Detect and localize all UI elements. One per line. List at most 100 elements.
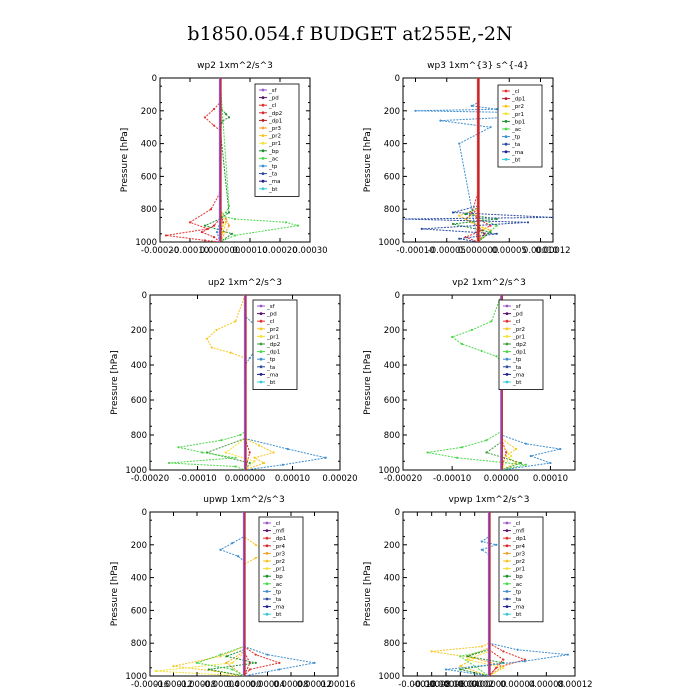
series-point	[480, 645, 483, 648]
y-axis-label: Pressure [hPa]	[110, 350, 120, 415]
series-point	[549, 461, 552, 465]
legend-marker	[261, 187, 265, 191]
series-point	[566, 653, 569, 656]
panels: wp2 1xm^2/s^302004006008001000-0.00020-0…	[110, 61, 593, 690]
x-tick-label: -0.00008	[413, 680, 451, 690]
series-point	[489, 126, 492, 129]
x-tick-label: -0.00005	[428, 246, 466, 256]
x-tick-label: -0.00020	[384, 474, 422, 484]
series-point	[164, 234, 168, 237]
series-point	[195, 661, 199, 664]
y-tick-label: 1000	[125, 672, 147, 682]
legend-entry: _pd	[266, 312, 277, 318]
y-tick-label: 400	[131, 574, 147, 584]
series-point	[523, 660, 526, 663]
y-tick-label: 600	[384, 606, 400, 616]
legend-marker	[265, 597, 269, 601]
series-line-pr1	[224, 295, 256, 470]
series-point	[485, 439, 488, 442]
series-point	[459, 668, 462, 671]
series-line-bp	[460, 512, 504, 676]
series-point	[207, 668, 210, 671]
legend-entry: _ta	[272, 597, 281, 603]
series-point	[495, 543, 498, 546]
legend-marker	[261, 126, 265, 130]
series-point	[231, 542, 234, 545]
series-point	[505, 451, 508, 454]
y-tick-label: 200	[141, 107, 157, 117]
legend: _cl _dp1_pr2 _pr1_bp1 _ac _tp_ta _ma_bt	[497, 84, 543, 168]
series-point	[480, 540, 483, 543]
series-point	[224, 211, 228, 214]
legend-marker	[265, 612, 269, 616]
y-axis-label: Pressure [hPa]	[120, 128, 130, 193]
legend-marker	[261, 111, 265, 115]
y-tick-label: 400	[384, 574, 400, 584]
x-tick-label: -0.00008	[178, 680, 216, 690]
x-tick-label: -0.00010	[171, 246, 209, 256]
y-tick-label: 200	[384, 107, 400, 117]
series-point	[458, 142, 461, 145]
series-point	[219, 653, 222, 656]
legend-marker	[505, 567, 509, 570]
x-tick-label: -0.00010	[396, 246, 434, 256]
legend-marker	[261, 134, 265, 138]
legend-entry: _pr2	[272, 559, 285, 565]
x-tick-label: -0.00012	[154, 680, 192, 690]
chart-panel-5: upwp 1xm^2/s^302004006008001000-0.00016-…	[110, 495, 356, 690]
legend-entry: _bp	[512, 574, 523, 580]
legend-entry: _dp1	[266, 350, 280, 356]
x-tick-label: -0.00006	[427, 680, 465, 690]
legend-marker	[505, 544, 509, 548]
legend-marker	[505, 552, 509, 555]
x-tick-label: 0.00012	[557, 680, 592, 690]
y-tick-label: 0	[395, 508, 400, 518]
legend-entry: _mfl	[512, 529, 525, 535]
series-point	[203, 224, 207, 227]
y-tick-label: 600	[384, 172, 400, 182]
series-point	[466, 655, 469, 658]
y-tick-label: 600	[384, 396, 400, 406]
legend-marker	[259, 304, 263, 308]
legend: _cl _mfl_dp1 _pr4_pr3 _pr2 _pr1_bp _ac_tp _ta _…	[258, 516, 304, 623]
x-tick-label: 0.00010	[523, 246, 558, 256]
y-tick-label: 600	[141, 172, 157, 182]
series-point	[296, 224, 300, 227]
chart-panel-1: wp2 1xm^2/s^3 0 200 400 600 800 1000-0.00020-0…	[120, 61, 328, 256]
series-point	[451, 211, 455, 214]
legend: _cl _mfl_dp1 _pr4_pr3 _pr2 _pr1_bp _ac_tp _ta _…	[498, 516, 544, 623]
x-tick-label: 0.00010	[275, 474, 310, 484]
legend-entry: _bp	[272, 574, 283, 580]
legend-entry: _cl	[266, 319, 275, 325]
series-point	[489, 231, 492, 234]
legend-entry: _tp	[512, 357, 522, 363]
series-point	[220, 439, 223, 442]
legend-entry: _tp	[266, 357, 276, 363]
legend-marker	[504, 142, 508, 146]
series-point	[215, 328, 218, 332]
series-group	[154, 512, 316, 676]
series-point	[203, 239, 207, 242]
series-point	[262, 461, 266, 465]
y-axis-label: Pressure [hPa]	[110, 562, 120, 627]
series-point	[215, 231, 219, 234]
panel-title: vp2 1xm^2/s^3	[452, 278, 526, 288]
chart-panel-2: wp3 1xm^{3} s^{-4}02004006008001000-0.00…	[363, 61, 571, 256]
legend-marker	[265, 552, 269, 555]
x-tick-label: 0.00008	[529, 680, 564, 690]
chart-panel-3: up2 1xm^2/s^3 0 200 400 600 800 1000-0.00020 -0…	[110, 278, 358, 484]
legend-entry: _ma	[511, 150, 523, 156]
y-tick-label: 800	[384, 639, 400, 649]
legend-marker	[505, 335, 509, 338]
series-point	[278, 668, 281, 671]
series-point	[205, 337, 209, 340]
x-tick-label: 0.00030	[292, 246, 327, 256]
legend-entry: _pr1	[268, 141, 281, 147]
legend-entry: _pr2	[266, 327, 279, 333]
legend-marker	[259, 365, 263, 369]
x-tick-label: 0.000000	[200, 246, 241, 256]
series-point	[286, 447, 289, 451]
series-point	[502, 650, 505, 653]
series-point	[470, 328, 473, 332]
legend-entry: _tp	[268, 164, 278, 170]
